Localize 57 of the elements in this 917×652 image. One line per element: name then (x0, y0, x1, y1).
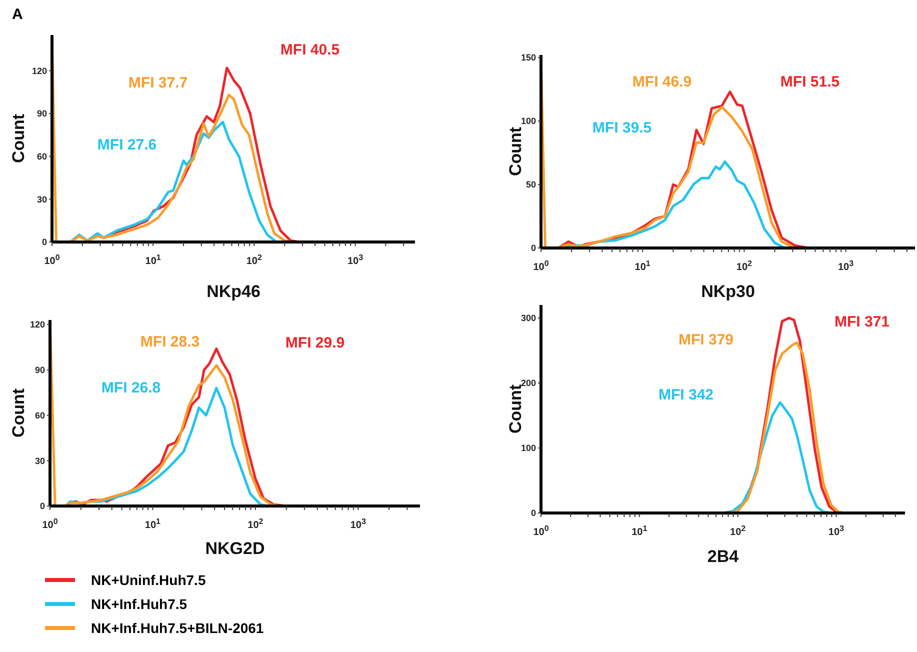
annotation: MFI 29.9 (285, 334, 345, 352)
y-tick-label: 100 (520, 116, 536, 126)
annotation: MFI 40.5 (280, 42, 340, 58)
annotation: MFI 28.3 (140, 334, 200, 350)
y-tick-label: 150 (520, 52, 536, 63)
y-tick-label: 0 (40, 501, 45, 512)
annotation: MFI 37.7 (128, 74, 188, 92)
x-tick-label: 10$^{2}$ (248, 516, 264, 531)
x-tick-label: 10$^{2}$ (246, 252, 263, 267)
y-tick-label: 90 (36, 108, 47, 119)
y-axis-title: Count (506, 126, 526, 176)
legend-label: NK+Uninf.Huh7.5 (91, 572, 206, 588)
x-tick-label: 10$^{1}$ (632, 524, 648, 538)
y-tick-label: 60 (34, 410, 45, 420)
y-tick-label: 0 (42, 237, 47, 248)
x-tick-label: 10$^{0}$ (533, 258, 550, 273)
annotation: MFI 26.8 (101, 380, 161, 396)
y-tick-label: 0 (530, 243, 536, 254)
x-tick-label: 10$^{2}$ (736, 258, 753, 273)
annotation: MFI 371 (834, 314, 890, 330)
x-axis-title: NKp30 (701, 282, 755, 301)
y-tick-label: 30 (34, 456, 45, 466)
y-axis-title: Count (9, 388, 28, 438)
x-axis-title: 2B4 (707, 547, 740, 566)
x-axis-title: NKG2D (205, 539, 265, 558)
y-tick-label: 300 (520, 313, 536, 324)
x-tick-label: 10$^{2}$ (730, 524, 746, 538)
x-tick-label: 10$^{0}$ (533, 524, 550, 538)
x-tick-label: 10$^{3}$ (838, 258, 854, 273)
y-tick-label: 30 (36, 194, 47, 204)
annotation: MFI 46.9 (632, 74, 692, 90)
annotation: MFI 342 (658, 386, 714, 404)
y-tick-label: 60 (36, 152, 47, 162)
annotation: MFI 27.6 (97, 136, 157, 154)
x-tick-label: 10$^{3}$ (828, 524, 845, 538)
y-tick-label: 50 (526, 180, 536, 190)
x-tick-label: 10$^{0}$ (44, 252, 60, 267)
legend-label: NK+Inf.Huh7.5 (91, 596, 188, 612)
y-tick-label: 100 (520, 443, 536, 454)
y-tick-label: 90 (34, 365, 45, 376)
x-tick-label: 10$^{1}$ (145, 252, 162, 267)
legend-label: NK+Inf.Huh7.5+BILN-2061 (91, 620, 264, 636)
x-axis-title: NKp46 (206, 282, 260, 301)
y-tick-label: 120 (32, 66, 47, 76)
x-tick-label: 10$^{1}$ (634, 258, 651, 273)
annotation: MFI 51.5 (780, 74, 840, 90)
y-tick-label: 200 (520, 378, 536, 388)
y-axis-title: Count (9, 114, 28, 164)
chart-title: A (12, 6, 23, 23)
annotation: MFI 379 (678, 332, 734, 348)
y-tick-label: 120 (30, 320, 45, 330)
annotation: MFI 39.5 (592, 120, 652, 136)
x-tick-label: 10$^{0}$ (42, 516, 58, 531)
x-tick-label: 10$^{3}$ (350, 516, 366, 531)
x-tick-label: 10$^{3}$ (347, 252, 364, 267)
x-tick-label: 10$^{1}$ (144, 516, 162, 531)
y-tick-label: 0 (530, 508, 536, 518)
